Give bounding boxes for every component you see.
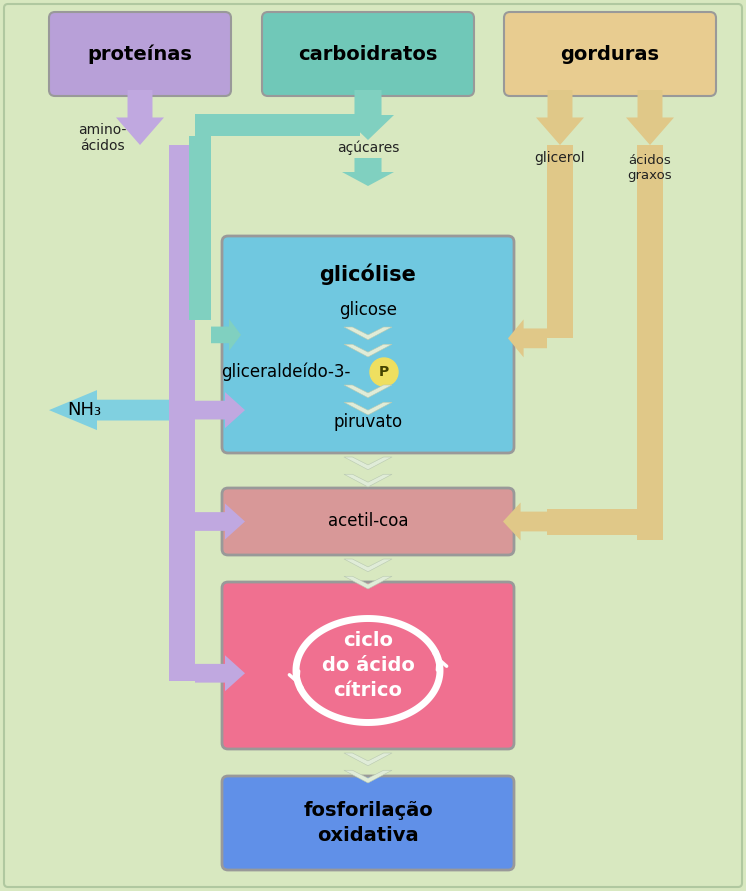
- Polygon shape: [342, 158, 394, 186]
- Polygon shape: [626, 90, 674, 145]
- Polygon shape: [344, 327, 392, 339]
- FancyBboxPatch shape: [222, 488, 514, 555]
- Bar: [189, 136, 211, 320]
- Bar: [169, 145, 195, 681]
- FancyBboxPatch shape: [4, 4, 742, 887]
- Polygon shape: [195, 655, 245, 691]
- FancyBboxPatch shape: [504, 12, 716, 96]
- Polygon shape: [536, 90, 584, 145]
- Polygon shape: [344, 402, 392, 415]
- Bar: [547, 509, 663, 535]
- Polygon shape: [49, 390, 169, 430]
- FancyBboxPatch shape: [222, 236, 514, 453]
- Polygon shape: [344, 344, 392, 357]
- Text: fosforilação
oxidativa: fosforilação oxidativa: [303, 801, 433, 845]
- Text: carboidratos: carboidratos: [298, 45, 438, 63]
- Circle shape: [370, 358, 398, 386]
- Text: glicerol: glicerol: [535, 151, 586, 165]
- Text: açúcares: açúcares: [336, 141, 399, 155]
- Text: piruvato: piruvato: [333, 413, 403, 431]
- Polygon shape: [195, 392, 245, 428]
- Polygon shape: [344, 385, 392, 397]
- FancyBboxPatch shape: [262, 12, 474, 96]
- Bar: [637, 145, 663, 539]
- Text: ácidos
graxos: ácidos graxos: [627, 153, 672, 183]
- Text: glicólise: glicólise: [319, 263, 416, 285]
- Text: amino-
ácidos: amino- ácidos: [78, 123, 126, 153]
- Polygon shape: [342, 90, 394, 140]
- Polygon shape: [344, 753, 392, 765]
- Polygon shape: [211, 319, 241, 351]
- Polygon shape: [116, 90, 164, 145]
- Bar: [547, 145, 573, 339]
- FancyBboxPatch shape: [222, 582, 514, 749]
- Polygon shape: [508, 319, 547, 357]
- Polygon shape: [344, 559, 392, 572]
- Text: P: P: [379, 365, 389, 379]
- Text: acetil-coa: acetil-coa: [327, 512, 408, 530]
- Polygon shape: [195, 503, 245, 539]
- FancyBboxPatch shape: [49, 12, 231, 96]
- Polygon shape: [344, 576, 392, 589]
- FancyBboxPatch shape: [222, 776, 514, 870]
- Text: proteínas: proteínas: [87, 45, 192, 64]
- Polygon shape: [344, 474, 392, 487]
- Text: ciclo
do ácido
cítrico: ciclo do ácido cítrico: [322, 631, 415, 700]
- Polygon shape: [344, 770, 392, 783]
- Text: gorduras: gorduras: [560, 45, 659, 63]
- Text: glicose: glicose: [339, 301, 397, 319]
- Text: NH₃: NH₃: [67, 401, 101, 419]
- Polygon shape: [344, 457, 392, 470]
- Bar: [195, 114, 360, 136]
- Text: gliceraldeído-3-: gliceraldeído-3-: [221, 363, 350, 381]
- Polygon shape: [503, 503, 547, 541]
